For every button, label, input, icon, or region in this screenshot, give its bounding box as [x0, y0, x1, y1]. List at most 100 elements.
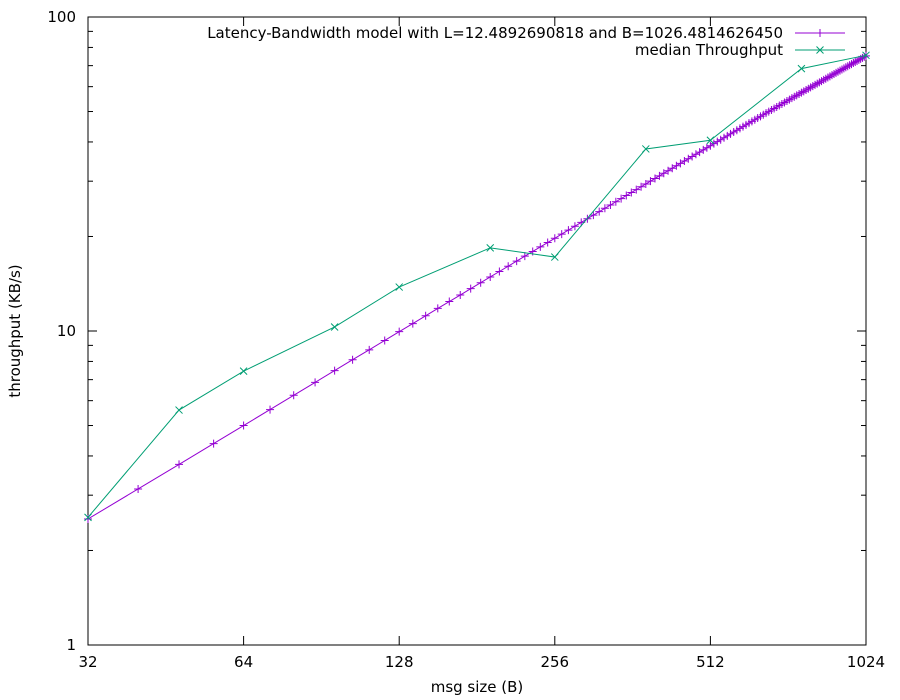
- legend-marker-median: [816, 46, 824, 54]
- data-point: [589, 211, 598, 220]
- data-point: [611, 197, 620, 206]
- data-point: [699, 145, 708, 154]
- data-point: [858, 53, 867, 62]
- data-point: [395, 327, 404, 336]
- data-point: [815, 78, 824, 87]
- data-point: [504, 262, 513, 271]
- data-point: [486, 243, 495, 252]
- data-point: [713, 137, 722, 146]
- y-axis-ticks: 1 10 100: [47, 8, 866, 654]
- data-point: [175, 460, 184, 469]
- data-point: [650, 174, 659, 183]
- data-point: [835, 66, 844, 75]
- data-point: [720, 133, 729, 142]
- y-tick-label: 10: [57, 322, 76, 340]
- data-point: [622, 191, 631, 200]
- data-point: [684, 154, 693, 163]
- legend-label-median: median Throughput: [635, 41, 783, 59]
- data-point: [843, 62, 852, 71]
- data-point: [847, 60, 856, 69]
- data-point: [557, 230, 566, 239]
- data-point: [691, 150, 700, 159]
- data-point: [520, 252, 529, 261]
- data-point: [632, 185, 641, 194]
- data-point: [832, 68, 841, 77]
- data-point: [672, 161, 681, 170]
- data-point: [239, 367, 248, 375]
- data-point: [476, 278, 485, 287]
- data-point: [550, 253, 559, 261]
- data-point: [570, 222, 579, 231]
- y-axis-label: throughput (KB/s): [6, 264, 24, 397]
- data-point: [433, 304, 442, 313]
- legend-label-model: Latency-Bandwidth model with L=12.489269…: [207, 24, 783, 42]
- data-point: [827, 71, 836, 80]
- data-point: [380, 336, 389, 345]
- data-point: [845, 61, 854, 70]
- x-axis-ticks: 32 64 128 256 512 1024: [78, 17, 885, 671]
- data-point: [330, 366, 339, 375]
- x-tick-label: 1024: [847, 653, 885, 671]
- data-point: [84, 513, 92, 522]
- legend-entry-median: median Throughput: [635, 41, 845, 59]
- legend-entry-model: Latency-Bandwidth model with L=12.489269…: [207, 24, 845, 42]
- data-point: [209, 439, 218, 448]
- x-axis-label: msg size (B): [431, 678, 524, 696]
- data-point: [175, 406, 183, 414]
- data-point: [395, 283, 404, 291]
- data-point: [421, 311, 430, 320]
- data-point: [655, 171, 664, 180]
- data-point: [445, 297, 454, 306]
- series-1: [84, 51, 870, 522]
- data-point: [851, 57, 860, 66]
- data-point: [726, 129, 735, 138]
- data-point: [688, 152, 697, 161]
- data-point: [606, 201, 615, 210]
- data-point: [536, 242, 545, 251]
- x-tick-label: 32: [78, 653, 97, 671]
- data-point: [564, 226, 573, 235]
- data-point: [723, 131, 732, 140]
- data-point: [595, 207, 604, 216]
- data-point: [289, 391, 298, 400]
- data-point: [641, 179, 650, 188]
- data-point: [84, 514, 92, 523]
- data-point: [830, 70, 839, 79]
- data-point: [706, 136, 715, 145]
- data-point: [646, 177, 655, 186]
- data-point: [266, 405, 275, 414]
- data-point: [239, 421, 248, 430]
- data-point: [706, 141, 715, 150]
- data-point: [702, 143, 711, 152]
- data-point: [834, 67, 843, 76]
- data-point: [456, 291, 465, 300]
- x-tick-label: 128: [385, 653, 414, 671]
- x-tick-label: 256: [540, 653, 569, 671]
- data-point: [659, 169, 668, 178]
- data-point: [641, 145, 650, 153]
- data-point: [408, 319, 417, 328]
- data-point: [819, 75, 828, 84]
- data-point: [716, 135, 725, 144]
- data-point: [348, 355, 357, 364]
- series-layer: [84, 51, 870, 523]
- data-point: [821, 74, 830, 83]
- data-point: [617, 194, 626, 203]
- data-point: [486, 272, 495, 281]
- data-point: [311, 378, 320, 387]
- data-point: [466, 284, 475, 293]
- y-tick-label: 1: [66, 636, 76, 654]
- legend: Latency-Bandwidth model with L=12.489269…: [207, 24, 845, 59]
- data-point: [365, 345, 374, 354]
- series-0: [84, 51, 870, 523]
- data-point: [849, 59, 858, 68]
- data-point: [600, 204, 609, 213]
- data-point: [550, 234, 559, 243]
- data-point: [330, 323, 339, 331]
- data-point: [862, 51, 870, 60]
- data-point: [797, 64, 806, 73]
- data-point: [825, 72, 834, 81]
- data-point: [695, 148, 704, 157]
- data-point: [627, 188, 636, 197]
